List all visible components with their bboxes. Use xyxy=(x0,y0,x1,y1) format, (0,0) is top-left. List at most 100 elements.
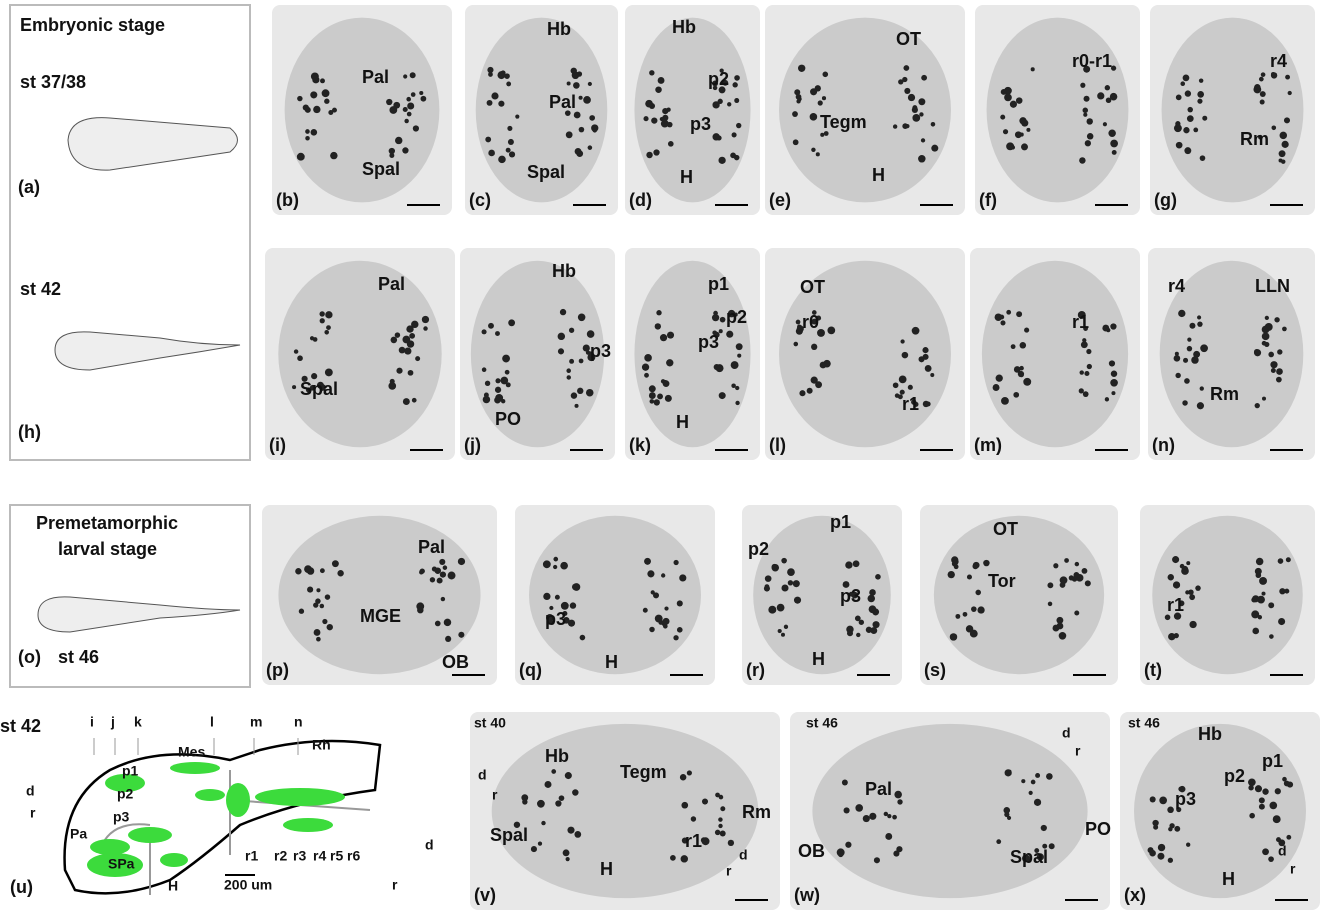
cell xyxy=(434,620,441,627)
cell xyxy=(557,332,566,341)
region-label: OT xyxy=(896,29,921,49)
cell xyxy=(330,151,338,160)
cell xyxy=(904,87,911,94)
cell xyxy=(1253,85,1262,94)
cell xyxy=(899,389,905,395)
cell xyxy=(1187,106,1193,113)
cell xyxy=(676,600,683,607)
cell xyxy=(1024,327,1030,333)
schematic-label: p3 xyxy=(113,809,130,825)
cell xyxy=(436,577,443,584)
cell xyxy=(386,98,393,106)
panel-letter: (d) xyxy=(629,190,652,210)
region-label: PO xyxy=(1085,819,1111,839)
cell xyxy=(1019,372,1024,378)
cell xyxy=(821,96,827,101)
cell xyxy=(713,331,720,338)
cell xyxy=(565,857,570,862)
cell xyxy=(589,115,596,121)
cell xyxy=(902,76,908,83)
schematic-label: m xyxy=(250,714,262,730)
cell xyxy=(972,561,980,569)
region-label: Hb xyxy=(672,17,696,37)
cell xyxy=(1102,122,1107,127)
region-label: r0 xyxy=(802,312,819,332)
cell xyxy=(1286,834,1292,840)
cell xyxy=(1187,337,1192,342)
cell xyxy=(796,325,804,333)
cell xyxy=(666,107,671,112)
cell xyxy=(1260,72,1266,77)
cell xyxy=(305,387,312,394)
cell xyxy=(328,110,334,115)
cell xyxy=(1078,388,1084,394)
region-label: r0-r1 xyxy=(1072,51,1112,71)
schematic-label: 200 um xyxy=(224,877,272,893)
cell xyxy=(664,606,669,611)
cell xyxy=(894,393,900,398)
cell xyxy=(719,68,724,73)
cell xyxy=(817,100,823,106)
region-label: Pal xyxy=(378,274,405,294)
cell xyxy=(316,381,324,389)
cell xyxy=(1026,127,1031,132)
cell xyxy=(1202,115,1208,121)
cell xyxy=(787,580,794,586)
cell xyxy=(565,131,573,139)
cell xyxy=(969,629,978,638)
cell xyxy=(736,122,742,129)
cell xyxy=(977,606,985,614)
cell xyxy=(1274,317,1280,323)
cell xyxy=(719,830,726,837)
cell xyxy=(1275,837,1282,843)
cell xyxy=(579,634,586,641)
cell xyxy=(1182,74,1190,82)
cell xyxy=(999,314,1005,320)
cell xyxy=(1268,856,1274,863)
cell xyxy=(1104,397,1110,402)
cell xyxy=(1172,581,1181,589)
cell xyxy=(962,611,968,617)
cell xyxy=(316,636,321,642)
cell xyxy=(573,82,580,89)
cell xyxy=(488,322,494,329)
cell xyxy=(1052,624,1060,632)
tissue xyxy=(779,17,951,203)
cell xyxy=(795,319,801,325)
cell xyxy=(1040,824,1047,832)
cell xyxy=(1013,366,1021,373)
cell xyxy=(1182,400,1188,406)
cell xyxy=(569,358,575,364)
cell xyxy=(502,354,510,363)
cell xyxy=(326,325,331,330)
region-label: st 46 xyxy=(806,715,838,731)
cell xyxy=(1180,81,1186,87)
cell xyxy=(653,399,660,406)
stage-label: (o) xyxy=(18,647,41,667)
cell xyxy=(1283,117,1291,124)
cell xyxy=(856,632,861,638)
cell xyxy=(817,328,825,337)
cell xyxy=(679,574,687,582)
region-label: Rm xyxy=(1240,129,1269,149)
cell xyxy=(409,72,416,79)
cell xyxy=(872,621,880,629)
panel-letter: (q) xyxy=(519,660,542,680)
cell xyxy=(681,837,688,844)
cell xyxy=(1178,786,1184,792)
cell xyxy=(566,375,571,380)
region-label: Hb xyxy=(547,19,571,39)
cell xyxy=(583,96,591,104)
cell xyxy=(1174,825,1181,832)
cell xyxy=(718,156,726,164)
cell xyxy=(1259,576,1268,585)
panel-letter: (l) xyxy=(769,435,786,455)
cell xyxy=(720,806,726,812)
cell xyxy=(666,359,674,367)
region-label: Spal xyxy=(527,162,565,182)
cell xyxy=(396,367,403,374)
cell xyxy=(582,344,590,352)
cell xyxy=(546,618,553,625)
panel-letter: (p) xyxy=(266,660,289,680)
